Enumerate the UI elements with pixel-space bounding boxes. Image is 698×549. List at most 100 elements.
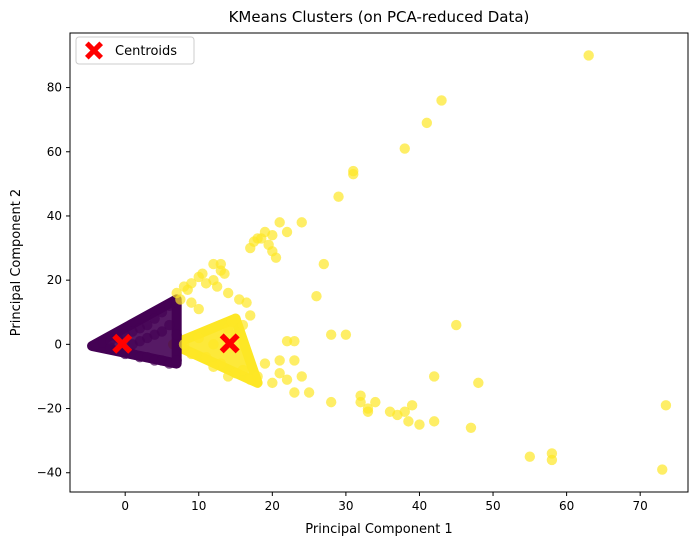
- cluster-1-point: [281, 226, 293, 238]
- cluster-1-point: [175, 294, 186, 305]
- cluster-1-point: [340, 329, 352, 340]
- cluster-1-point: [186, 278, 197, 289]
- cluster-1-point: [281, 374, 293, 385]
- cluster-1-point: [245, 310, 256, 321]
- cluster-1-point: [245, 374, 256, 385]
- cluster-0-point: [171, 329, 182, 340]
- y-tick-label: −40: [37, 466, 62, 480]
- cluster-1-point: [414, 419, 425, 430]
- cluster-1-point: [208, 361, 219, 373]
- cluster-1-point: [274, 368, 285, 379]
- y-tick-label: 0: [54, 337, 62, 351]
- cluster-1-point: [186, 348, 197, 360]
- cluster-1-point: [211, 281, 223, 292]
- cluster-1-point: [311, 291, 322, 302]
- x-tick-label: 40: [412, 499, 427, 513]
- cluster-1-point: [465, 422, 477, 434]
- cluster-1-point: [208, 258, 219, 270]
- x-tick-label: 30: [338, 499, 353, 513]
- x-tick-label: 10: [191, 499, 206, 513]
- cluster-0-point: [171, 355, 182, 366]
- cluster-1-point: [281, 335, 293, 347]
- cluster-1-point: [333, 191, 344, 202]
- cluster-1-point: [186, 297, 197, 308]
- cluster-1-point: [197, 268, 208, 279]
- cluster-0-point: [156, 307, 168, 318]
- cluster-0-point: [142, 319, 153, 331]
- cluster-1-point: [473, 377, 484, 389]
- x-tick-label: 20: [265, 499, 280, 513]
- cluster-1-point: [436, 95, 447, 106]
- cluster-0-point: [134, 351, 146, 363]
- cluster-1-point: [200, 351, 212, 363]
- chart-title: KMeans Clusters (on PCA-reduced Data): [229, 8, 530, 26]
- cluster-1-point: [193, 303, 204, 315]
- cluster-1-point: [546, 454, 558, 466]
- legend-centroid-marker: [85, 41, 103, 60]
- cluster-1-point: [428, 416, 440, 427]
- legend-entry-centroids: Centroids: [115, 44, 177, 59]
- cluster-1-point: [451, 319, 462, 331]
- centroid-marker: [112, 333, 133, 354]
- cluster-1-point: [270, 252, 282, 263]
- cluster-1-point: [362, 406, 374, 417]
- cluster-1-point: [289, 335, 300, 347]
- y-tick-label: 40: [47, 209, 62, 223]
- cluster-1-point: [318, 258, 330, 270]
- y-tick-label: 80: [47, 81, 62, 95]
- cluster-1-point: [267, 230, 278, 241]
- y-tick-label: 60: [47, 145, 62, 159]
- cluster-0-point: [149, 355, 160, 366]
- cluster-0-point: [164, 319, 175, 331]
- cluster-1-point: [406, 400, 418, 411]
- y-axis: −40 −20 0 20 40 60 80: [37, 81, 70, 480]
- y-axis-label: Principal Component 2: [9, 189, 24, 336]
- cluster-1-point: [355, 396, 366, 408]
- cluster-1-point: [178, 339, 190, 350]
- cluster-1-point: [274, 355, 285, 366]
- legend: Centroids: [75, 36, 195, 65]
- x-tick-label: 60: [559, 499, 574, 513]
- cluster-1-point: [219, 268, 230, 279]
- cluster-1-point: [215, 258, 227, 270]
- cluster-1-point: [583, 50, 594, 61]
- cluster-1-point: [230, 313, 241, 324]
- x-tick-label: 70: [633, 499, 648, 513]
- x-tick-label: 0: [121, 499, 129, 513]
- cluster-1-point: [222, 371, 234, 382]
- cluster-1-point: [289, 355, 300, 366]
- cluster-1-point: [660, 400, 672, 411]
- legend-box: [75, 36, 195, 65]
- cluster-1-point: [348, 165, 359, 177]
- cluster-1-point: [222, 287, 234, 299]
- cluster-1-point: [325, 396, 337, 408]
- cluster-1-point: [524, 451, 536, 462]
- cluster-1-point: [274, 217, 285, 228]
- cluster-1-point: [428, 371, 440, 382]
- cluster-1-point: [657, 464, 668, 475]
- cluster-1-point: [370, 396, 381, 408]
- cluster-1-point: [325, 329, 337, 340]
- cluster-1-point: [193, 332, 204, 344]
- cluster-1-point: [399, 143, 410, 154]
- data-points: [90, 50, 672, 475]
- cluster-1-point: [403, 416, 414, 427]
- x-tick-label: 50: [485, 499, 500, 513]
- plot-frame: [69, 32, 689, 493]
- cluster-1-point: [267, 377, 278, 389]
- centroid-markers: [112, 333, 240, 354]
- cluster-1-point: [237, 319, 249, 331]
- cluster-1-point: [241, 297, 252, 308]
- y-tick-label: −20: [37, 402, 62, 416]
- y-tick-label: 20: [47, 273, 62, 287]
- cluster-1-point: [208, 339, 219, 350]
- cluster-1-point: [289, 387, 300, 398]
- cluster-0-point: [149, 313, 160, 324]
- cluster-1-point: [296, 217, 307, 228]
- centroid-marker: [219, 333, 240, 354]
- cluster-1-point: [399, 406, 410, 417]
- cluster-1-point: [303, 387, 315, 398]
- x-axis: 0 10 20 30 40 50 60 70: [121, 492, 648, 513]
